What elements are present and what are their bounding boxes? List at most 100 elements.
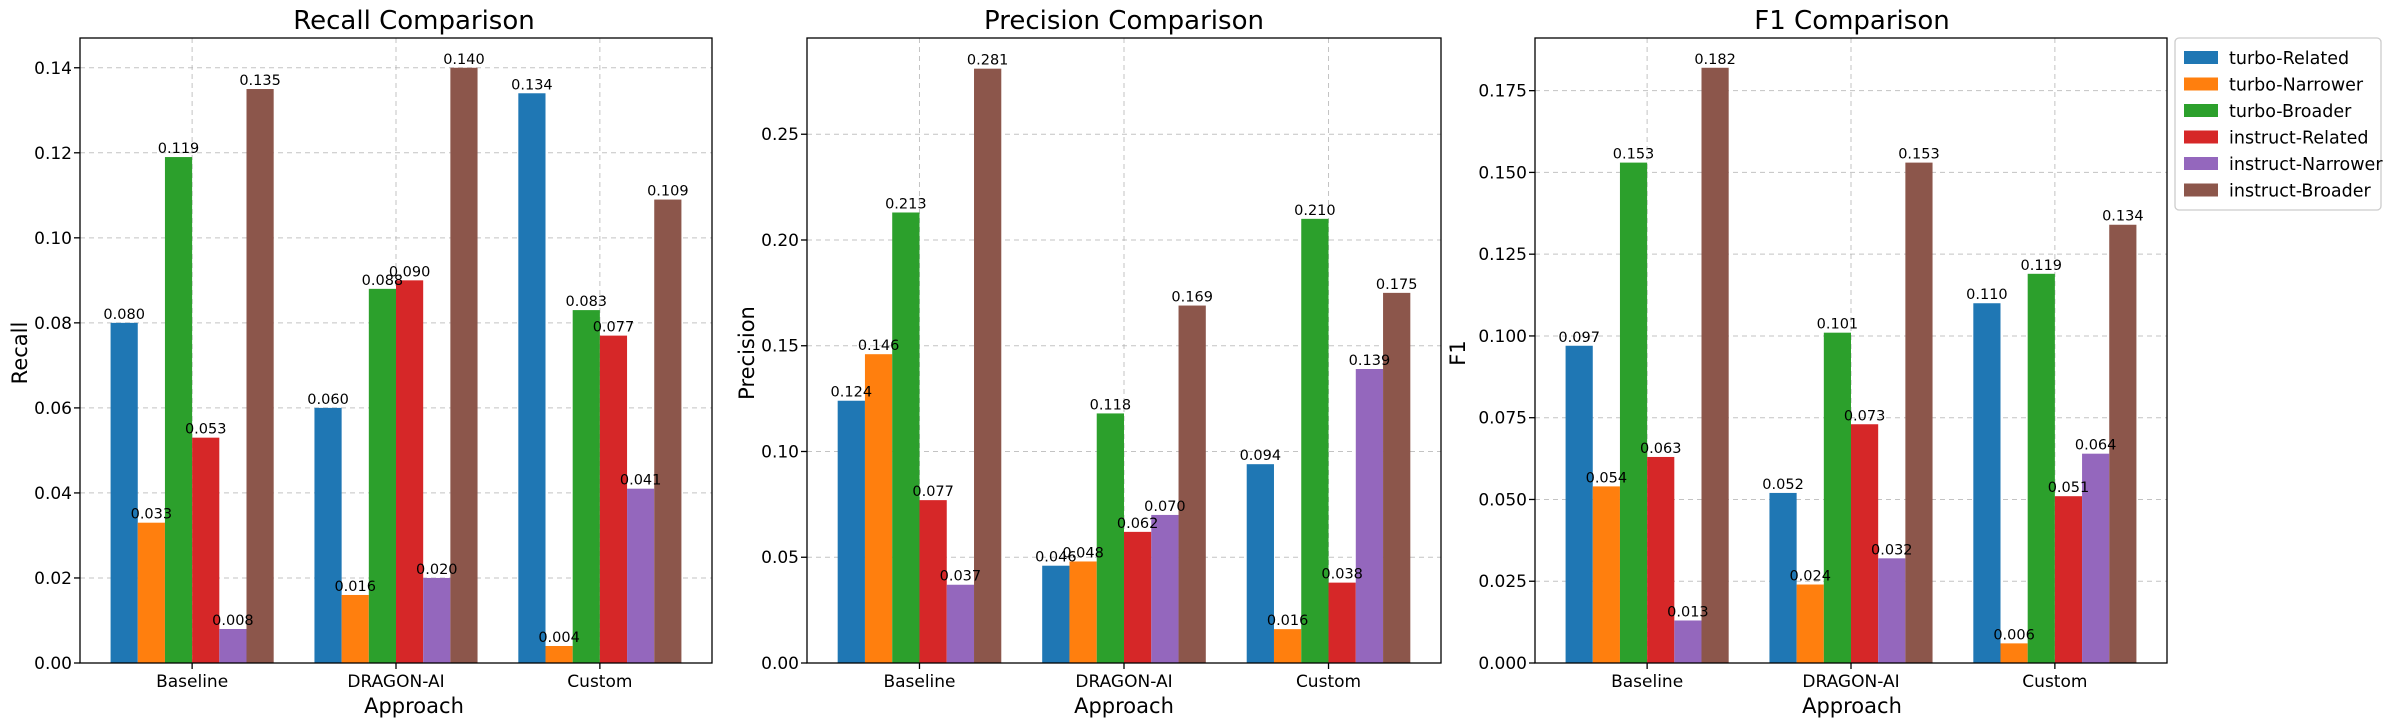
legend-swatch	[2184, 130, 2218, 144]
bar-turbo-related	[1042, 565, 1070, 663]
y-tick-label: 0.08	[34, 314, 72, 334]
bar-value-label: 0.032	[1871, 542, 1913, 558]
bar-turbo-related	[837, 400, 865, 663]
bar-value-label: 0.109	[647, 184, 689, 200]
bar-turbo-broader	[1096, 413, 1124, 663]
bar-turbo-narrower	[341, 594, 369, 663]
bar-instruct-broader	[2109, 224, 2137, 663]
bar-turbo-narrower	[1796, 584, 1824, 663]
bar-value-label: 0.004	[538, 630, 580, 646]
bar-value-label: 0.013	[1667, 604, 1709, 620]
bar-instruct-related	[192, 437, 220, 663]
y-tick-label: 0.04	[34, 484, 72, 504]
bar-instruct-related	[396, 280, 424, 663]
bar-value-label: 0.135	[239, 73, 281, 89]
chart-title: F1 Comparison	[1754, 6, 1949, 36]
recall-chart-panel: Recall Comparison 0.0800.0600.1340.0330.…	[8, 6, 713, 718]
y-tick-label: 0.20	[761, 231, 799, 251]
bar-value-label: 0.024	[1789, 569, 1831, 585]
bar-value-label: 0.077	[593, 320, 635, 336]
y-tick-label: 0.00	[34, 654, 72, 674]
bar-instruct-narrower	[1674, 620, 1702, 663]
bar-value-label: 0.169	[1171, 290, 1213, 306]
y-tick-label: 0.02	[34, 569, 72, 589]
bar-value-label: 0.118	[1090, 397, 1132, 413]
legend-label: turbo-Related	[2229, 49, 2349, 69]
bar-turbo-broader	[892, 212, 920, 664]
x-axis-label: Approach	[364, 694, 464, 718]
bar-turbo-broader	[1619, 162, 1648, 663]
y-tick-label: 0.05	[761, 548, 799, 568]
bar-instruct-narrower	[946, 584, 975, 663]
bar-instruct-broader	[246, 89, 274, 664]
y-tick-label: 0.125	[1478, 245, 1527, 265]
x-tick-label: Baseline	[156, 672, 228, 692]
bar-turbo-related	[314, 407, 342, 663]
y-tick-label: 0.100	[1478, 327, 1527, 347]
bar-instruct-narrower	[2082, 453, 2110, 663]
bar-value-label: 0.119	[2021, 258, 2063, 274]
bar-group	[110, 67, 682, 664]
x-axis-label: Approach	[1074, 694, 1174, 718]
bar-value-label: 0.048	[1062, 545, 1104, 561]
legend-entry: turbo-Broader	[2184, 102, 2352, 122]
bar-instruct-broader	[1383, 292, 1411, 663]
bar-turbo-narrower	[1273, 629, 1302, 663]
bar-value-label: 0.052	[1762, 477, 1804, 493]
bar-turbo-related	[518, 93, 546, 664]
legend-label: instruct-Related	[2229, 129, 2368, 149]
bar-value-label: 0.175	[1376, 277, 1418, 293]
legend-entry: instruct-Broader	[2184, 182, 2372, 202]
legend-label: turbo-Broader	[2229, 102, 2352, 122]
bar-turbo-narrower	[545, 645, 573, 663]
bar-value-label: 0.038	[1321, 567, 1363, 583]
legend-entry: instruct-Narrower	[2184, 155, 2383, 175]
bar-instruct-broader	[1905, 162, 1933, 663]
x-tick-label: Baseline	[883, 672, 955, 692]
bar-value-label: 0.146	[858, 338, 900, 354]
bar-value-label: 0.097	[1558, 330, 1600, 346]
bar-value-label: 0.046	[1035, 550, 1077, 566]
x-tick-label: Custom	[567, 672, 632, 692]
bar-value-label: 0.140	[443, 52, 485, 68]
y-axis-ticks: 0.000 0.025 0.050 0.075 0.100 0.125 0.150 0.175	[1478, 82, 1535, 674]
bar-value-label: 0.153	[1898, 147, 1940, 163]
legend-label: turbo-Narrower	[2229, 76, 2364, 96]
y-tick-label: 0.075	[1478, 409, 1527, 429]
bar-instruct-broader	[1701, 67, 1729, 663]
chart-title: Recall Comparison	[293, 6, 535, 36]
bar-value-label: 0.134	[2102, 209, 2144, 225]
bar-value-label: 0.083	[566, 294, 608, 310]
bar-value-label: 0.139	[1349, 353, 1391, 369]
bar-value-label: 0.041	[620, 473, 662, 489]
legend-swatch	[2184, 157, 2218, 170]
legend-label: instruct-Narrower	[2229, 155, 2383, 175]
bar-value-label: 0.016	[334, 579, 376, 595]
y-tick-label: 0.25	[761, 125, 799, 145]
bar-turbo-narrower	[2000, 643, 2028, 663]
bar-value-label: 0.006	[1993, 627, 2035, 643]
bar-turbo-related	[110, 322, 138, 663]
bar-value-label: 0.016	[1267, 613, 1309, 629]
bar-turbo-broader	[1301, 218, 1329, 663]
x-tick-label: Custom	[2022, 672, 2087, 692]
legend: turbo-Related turbo-Narrower turbo-Broader…	[2174, 37, 2383, 211]
bar-value-label: 0.008	[212, 613, 254, 629]
bar-value-label: 0.037	[940, 569, 982, 585]
bar-turbo-broader	[368, 288, 396, 663]
y-tick-label: 0.06	[34, 399, 72, 419]
bar-instruct-narrower	[627, 488, 655, 663]
legend-swatch	[2184, 77, 2218, 91]
bar-instruct-narrower	[219, 628, 247, 663]
y-tick-label: 0.000	[1478, 654, 1527, 674]
bar-value-label: 0.124	[831, 385, 873, 401]
bar-turbo-related	[1246, 464, 1274, 663]
x-axis-label: Approach	[1802, 694, 1902, 718]
x-tick-label: DRAGON-AI	[347, 672, 444, 692]
bar-group	[837, 68, 1411, 664]
legend-swatch	[2184, 104, 2218, 117]
f1-chart-panel: F1 Comparison 0.0970.0520.1100.0540.0240…	[1446, 6, 2168, 718]
bar-instruct-related	[599, 335, 628, 663]
x-axis-ticks: Baseline DRAGON-AI Custom	[883, 663, 1361, 692]
